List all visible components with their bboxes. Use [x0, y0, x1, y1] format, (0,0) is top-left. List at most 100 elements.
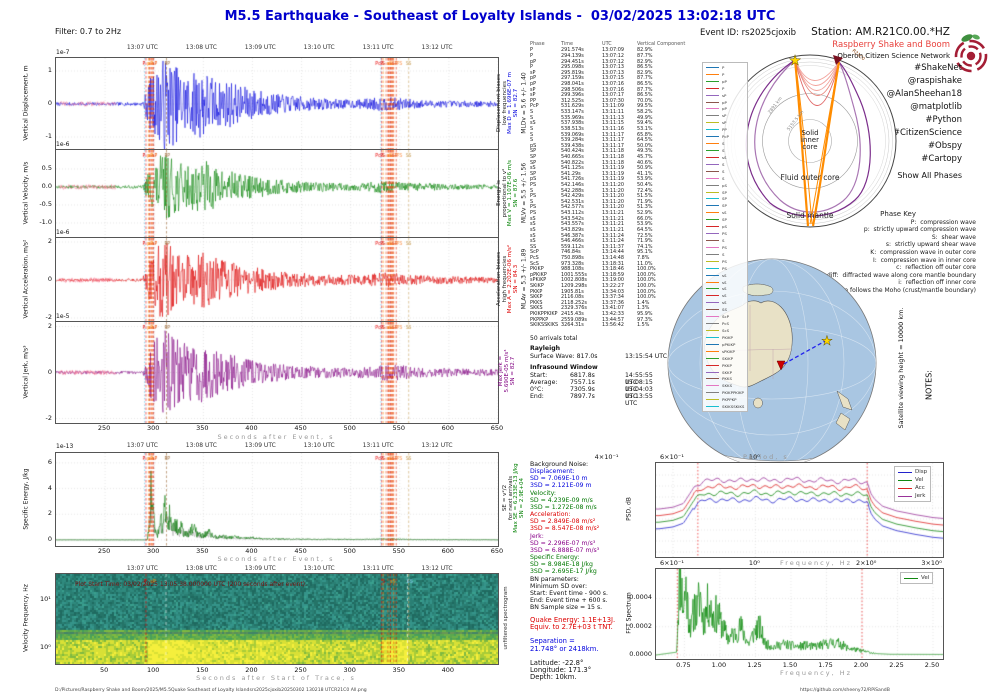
rayleigh-title: Rayleigh [530, 345, 561, 352]
text-line: Velocity: [530, 489, 556, 497]
phase-legend-entry: sS [706, 292, 744, 299]
rayleigh-utc: 13:15:54 UTC [625, 353, 668, 360]
phase-key-entry: K: compression wave in outer core [870, 248, 976, 256]
arrival-row: ScS 973.328s 13:18:31 11.0% [530, 260, 653, 267]
x-axis-title: Period, s [743, 453, 789, 461]
phase-legend-entry: S [706, 175, 744, 182]
text-line: SD = 2.296E-07 m/s³ [530, 539, 596, 547]
phase-legend-entry: SS [706, 306, 744, 313]
arrival-row: SP 540.424s 13:11:18 49.3% [530, 148, 653, 155]
utc-axis-label: 13:08 UTC [185, 44, 217, 51]
phase-legend-entry: sPKiKP [706, 348, 744, 355]
outer-core-label: Fluid outer core [781, 173, 840, 182]
x-tick-label: 400 [245, 547, 258, 555]
ray-path-plot: Solid inner core Fluid outer core Solid … [723, 48, 897, 228]
phase-legend-entry: P [706, 85, 744, 92]
page-title: M5.5 Earthquake - Southeast of Loyalty I… [224, 9, 776, 24]
text-line: Longitude: 171.3° [530, 666, 592, 675]
phase-key-entry: I: compression wave in inner core [873, 256, 976, 264]
phase-legend-entry: PP [706, 126, 744, 133]
y-tick-label: 0 [47, 535, 52, 543]
arrival-row: sS 543.829s 13:11:21 64.5% [530, 226, 653, 233]
phase-legend-entry: sS [706, 279, 744, 286]
phase-legend-entry: S [706, 251, 744, 258]
phase-legend-entry: SP [706, 196, 744, 203]
phase-legend-entry: PKKS [706, 375, 744, 382]
y-axis-title: Vertical Jerk, m/s³ [22, 345, 30, 398]
arrival-row: sS 541.125s 13:11:19 50.9% [530, 165, 653, 172]
vertical-velocity-trace [55, 149, 499, 239]
inner-core-label: Solid [801, 129, 818, 137]
phase-legend-entry: sS [706, 299, 744, 306]
arrival-row: S 533.147s 13:11:11 58.2% [530, 109, 653, 116]
arrival-row: PcP 531.629s 13:11:09 99.5% [530, 103, 653, 110]
y-tick-label: 0 [47, 99, 52, 107]
arrival-row: SP 540.665s 13:11:18 45.7% [530, 153, 653, 160]
panel-max-value: Max D = 1.696E-07 m SN = 82.7 [507, 72, 519, 134]
phase-legend-entry: PKIKPPKIKP [706, 389, 744, 396]
phase-legend-entry: pP [706, 99, 744, 106]
rayleigh-time: Surface Wave: 817.0s [530, 353, 598, 360]
social-tags: #ShakeNet @raspishake @AlanSheehan18 @matpl… [887, 62, 962, 166]
x-tick-label: 6×10⁻¹ [660, 453, 684, 461]
panel-max-value: Max A = 2.202E-06 m/s² SN = 84.3 [507, 244, 519, 314]
text-line: 21.748° or 2418km. [530, 644, 599, 653]
svg-text:inner: inner [801, 136, 819, 144]
phase-legend-entry: ScS [706, 327, 744, 334]
text-line: Separation = [530, 637, 575, 646]
utc-axis-label: 13:08 UTC [185, 442, 217, 449]
y-tick-label: -1.0 [39, 217, 52, 226]
arrival-row: pPKiKP 1001.555s 13:18:59 100.0% [530, 271, 656, 278]
phase-legend-entry: SP [706, 202, 744, 209]
outer-core-boundary [762, 93, 858, 189]
y-tick-label: -2 [45, 413, 52, 422]
epicenter-star-icon: ★ [821, 334, 833, 349]
arrival-row: sP 299.396s 13:07:17 86.5% [530, 92, 653, 99]
y-tick-label: 0 [47, 275, 52, 283]
pcp-ray [794, 59, 840, 106]
arrival-row: sPKiKP 1002.808s 13:19:00 100.0% [530, 277, 656, 284]
text-line: Depth: 10km. [530, 673, 577, 682]
arrival-row: pP 298.041s 13:07:16 86.5% [530, 81, 653, 88]
y-tick-label: 2 [47, 237, 52, 245]
arrival-row: SKIKSSKIKS 3264.31s 13:56:42 1.5% [530, 322, 650, 329]
infrasound-title: Infrasound Window [530, 364, 598, 371]
y-tick-label: 2 [47, 509, 52, 518]
new-zealand-landmass [835, 390, 853, 431]
phase-legend-entry: P [706, 71, 744, 78]
background-noise-block: Background Noise: Displacement: SD = 7.069… [530, 461, 608, 611]
x-tick-label: 100 [147, 666, 160, 674]
x-tick-label: 350 [196, 424, 209, 432]
phase-legend-entry: sS [706, 272, 744, 279]
arrival-row: P 295.098s 13:07:13 86.5% [530, 64, 653, 71]
y-tick-label: 10¹ [40, 595, 51, 603]
x-tick-label: 500 [343, 547, 356, 555]
phase-key-entry: c: reflection off outer core [896, 264, 976, 272]
utc-axis-label: 13:08 UTC [185, 565, 217, 572]
fft-legend: Vel [900, 572, 934, 584]
x-tick-label: 450 [294, 424, 307, 432]
x-tick-label: 300 [343, 666, 356, 674]
phase-key-entry: P: compression wave [910, 218, 976, 226]
phase-key: Phase Key P: compression wave p: strictly… [823, 210, 976, 295]
phase-legend-entry: pPKiKP [706, 341, 744, 348]
y-axis-title: Vertical Acceleration, m/s² [22, 239, 30, 319]
phase-legend-entry: PKKP [706, 362, 744, 369]
vertical-acceleration-trace [55, 237, 499, 323]
x-tick-label: 1.75 [818, 661, 833, 669]
text-line: Jerk: [530, 532, 544, 540]
phase-legend-entry: sS [706, 209, 744, 216]
axis-offset-label: 1e-5 [56, 313, 70, 320]
arrival-row: S 539.069s 13:11:17 65.8% [530, 131, 653, 138]
x-tick-label: 50 [99, 666, 109, 674]
x-axis-title: Frequency, Hz [780, 669, 853, 677]
panel-magnitude: MLVv = 5.5 +/- 1.56 [520, 162, 528, 224]
unfiltered-spectrogram-label: unfiltered spectrogram [503, 586, 509, 650]
x-tick-label: 550 [392, 424, 405, 432]
y-tick-label: 0.0004 [629, 593, 652, 602]
y-axis-title: Specific Energy, J/kg [22, 467, 30, 530]
x-tick-label: 600 [441, 424, 455, 432]
utc-axis-label: 13:07 UTC [126, 565, 158, 572]
phase-legend-entry: PS [706, 244, 744, 251]
text-line: Start: Event time - 900 s. [530, 589, 608, 597]
